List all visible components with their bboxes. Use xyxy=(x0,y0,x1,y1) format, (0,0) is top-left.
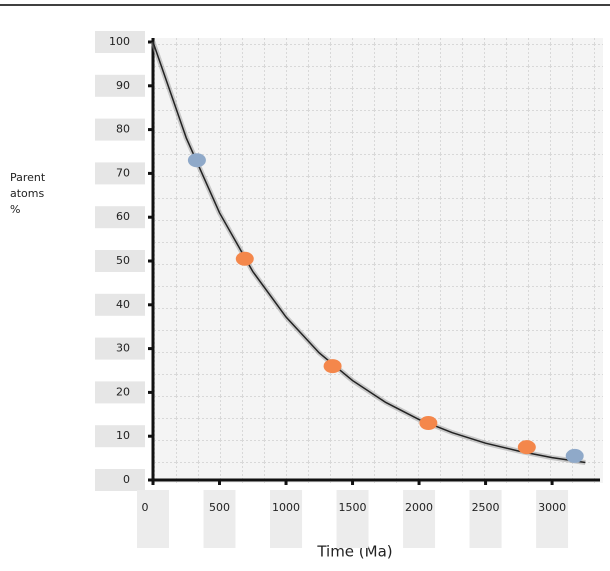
x-tick-label: 1000 xyxy=(272,501,300,514)
data-point xyxy=(324,359,342,373)
x-tick-label: 2500 xyxy=(472,501,500,514)
data-point xyxy=(419,416,437,430)
label-tape xyxy=(337,490,369,548)
label-tape xyxy=(403,490,435,548)
y-axis-title: Parent atoms% xyxy=(10,171,46,216)
y-tick-label: 90 xyxy=(116,79,130,92)
y-tick-label: 100 xyxy=(109,35,130,48)
label-tape xyxy=(536,490,568,548)
y-axis-title-line: atoms xyxy=(10,187,44,200)
label-tape xyxy=(204,490,236,548)
y-tick-label: 50 xyxy=(116,254,130,267)
y-tick-label: 0 xyxy=(123,473,130,486)
label-tape xyxy=(137,490,169,548)
label-tape xyxy=(270,490,302,548)
data-point xyxy=(566,449,584,463)
label-tape xyxy=(95,469,145,491)
y-tick-label: 10 xyxy=(116,429,130,442)
y-axis-title-line: Parent xyxy=(10,171,46,184)
y-tick-label: 30 xyxy=(116,342,130,355)
y-tick-label: 80 xyxy=(116,123,130,136)
x-tick-label: 500 xyxy=(209,501,230,514)
data-point xyxy=(518,440,536,454)
x-tick-label: 2000 xyxy=(405,501,433,514)
y-axis-title-line: % xyxy=(10,203,20,216)
y-tick-label: 40 xyxy=(116,298,130,311)
paper-grid xyxy=(153,38,603,483)
x-tick-label: 1500 xyxy=(339,501,367,514)
data-point xyxy=(188,153,206,167)
x-tick-label: 3000 xyxy=(538,501,566,514)
y-tick-label: 60 xyxy=(116,210,130,223)
x-tick-label: 0 xyxy=(142,501,149,514)
data-point xyxy=(236,252,254,266)
y-tick-label: 20 xyxy=(116,385,130,398)
label-tape xyxy=(470,490,502,548)
chart: Parentatoms% Time (Ma) 01020304050607080… xyxy=(0,0,610,571)
y-tick-label: 70 xyxy=(116,166,130,179)
